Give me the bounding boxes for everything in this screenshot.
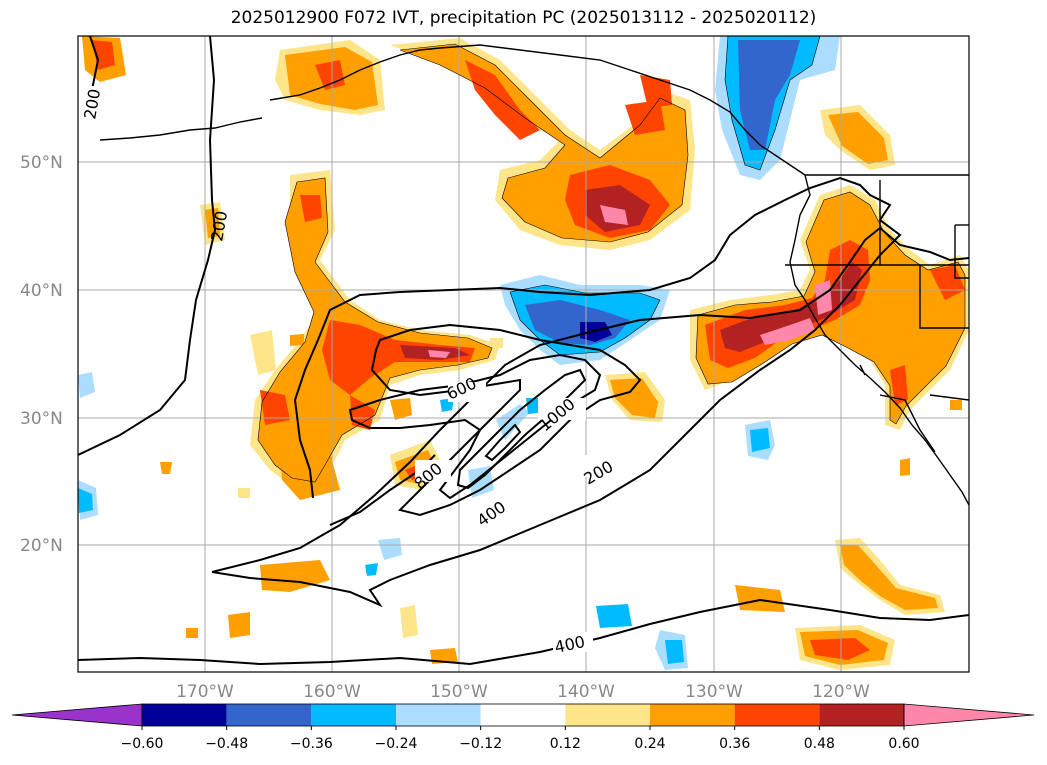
colorbar-tick-label: 0.60 bbox=[888, 736, 919, 752]
ivt-contour-200 bbox=[211, 176, 902, 608]
lon-label-160w: 160°W bbox=[303, 682, 361, 702]
colorbar-swatch bbox=[565, 704, 650, 726]
colorbar-tick-label: −0.48 bbox=[205, 736, 248, 752]
lat-label-20n: 20°N bbox=[20, 536, 63, 556]
colorbar-swatch bbox=[819, 704, 904, 726]
colorbar-swatch bbox=[226, 704, 312, 726]
lon-label-140w: 140°W bbox=[557, 682, 615, 702]
coastlines bbox=[99, 44, 969, 506]
lat-label-30n: 30°N bbox=[20, 409, 63, 429]
ivt-contour-200 bbox=[78, 36, 217, 456]
colorbar-swatch bbox=[480, 704, 566, 726]
colorbar-swatch bbox=[142, 704, 227, 726]
lon-label-170w: 170°W bbox=[176, 682, 234, 702]
ivt-contour-400 bbox=[211, 226, 969, 573]
latitude-labels: 50°N 40°N 30°N 20°N bbox=[20, 153, 63, 556]
ivt-contours bbox=[78, 36, 969, 666]
colorbar-tick-label: −0.36 bbox=[290, 736, 333, 752]
colorbar-swatch bbox=[734, 704, 820, 726]
graticule bbox=[78, 36, 969, 672]
colorbar-swatch bbox=[396, 704, 481, 726]
map-panel: 200 200 600 1000 800 400 200 400 bbox=[78, 36, 969, 672]
map-title: 2025012900 F072 IVT, precipitation PC (2… bbox=[230, 8, 817, 28]
ivt-contour-1000 bbox=[484, 423, 522, 462]
lat-label-50n: 50°N bbox=[20, 153, 63, 173]
lat-label-40n: 40°N bbox=[20, 281, 63, 301]
colorbar-outline bbox=[141, 703, 905, 727]
lon-label-150w: 150°W bbox=[430, 682, 488, 702]
ivt-contour-800 bbox=[348, 353, 602, 500]
map-frame bbox=[77, 35, 970, 673]
colorbar-tick-label: 0.24 bbox=[634, 736, 665, 752]
colorbar-tick-label: 0.12 bbox=[550, 736, 581, 752]
ivt-contour-1000 bbox=[456, 368, 587, 490]
colorbar-swatch bbox=[311, 704, 396, 726]
lon-label-130w: 130°W bbox=[685, 682, 743, 702]
colorbar-tick-label: −0.12 bbox=[459, 736, 502, 752]
colorbar-ticks: −0.60 −0.48 −0.36 −0.24 −0.12 0.12 0.24 0.36 0.4… bbox=[121, 726, 920, 752]
colorbar: −0.60 −0.48 −0.36 −0.24 −0.12 0.12 0.24 0.36 0.4… bbox=[11, 703, 1035, 752]
negative-anomaly-fill bbox=[78, 36, 840, 670]
lon-label-120w: 120°W bbox=[812, 682, 870, 702]
precip-contour-outlines bbox=[257, 36, 966, 483]
colorbar-tick-label: 0.36 bbox=[719, 736, 750, 752]
colorbar-tick-label: −0.24 bbox=[375, 736, 418, 752]
colorbar-swatch bbox=[650, 704, 735, 726]
colorbar-extend-low bbox=[11, 703, 143, 727]
colorbar-tick-label: 0.48 bbox=[804, 736, 835, 752]
colorbar-swatches bbox=[11, 703, 1035, 727]
colorbar-tick-label: −0.60 bbox=[121, 736, 164, 752]
colorbar-extend-high bbox=[903, 703, 1035, 727]
longitude-labels: 170°W 160°W 150°W 140°W 130°W 120°W bbox=[176, 682, 870, 702]
